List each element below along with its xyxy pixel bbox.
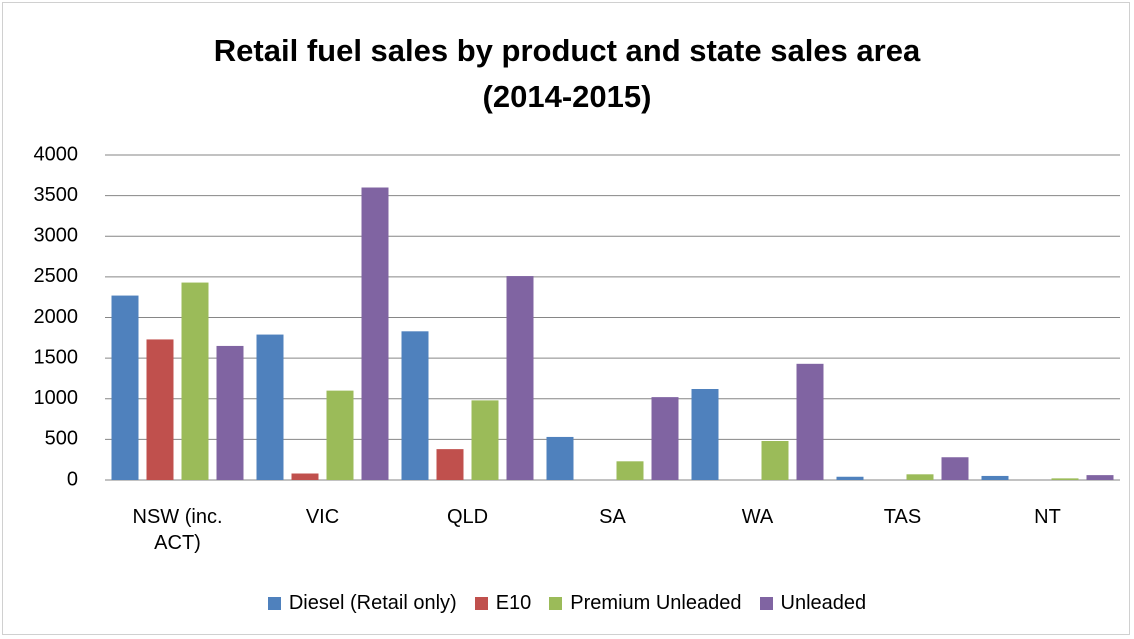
- legend: Diesel (Retail only) E10 Premium Unleaded U…: [0, 592, 1134, 615]
- legend-item: Diesel (Retail only): [267, 592, 457, 615]
- y-tick-label: 4000: [34, 143, 79, 165]
- y-tick-label: 2500: [34, 265, 79, 287]
- x-tick-label: NT: [1034, 506, 1061, 528]
- bar: [836, 476, 864, 480]
- y-tick-label: 3500: [34, 184, 79, 206]
- bar: [256, 334, 284, 480]
- legend-label: E10: [495, 592, 532, 614]
- x-tick-label: NSW (inc. ACT): [132, 506, 223, 554]
- legend-label: Premium Unleaded: [570, 592, 742, 614]
- bar: [471, 400, 499, 480]
- y-tick-label: 1500: [34, 346, 79, 368]
- y-tick-label: 500: [45, 428, 78, 450]
- bar: [506, 276, 534, 480]
- y-tick-label: 3000: [34, 225, 79, 247]
- x-tick-label: TAS: [883, 506, 922, 528]
- bar: [326, 390, 354, 480]
- legend-item: Unleaded: [759, 592, 867, 615]
- bar: [691, 389, 719, 480]
- bar: [1051, 478, 1079, 480]
- x-tick-label: VIC: [305, 506, 340, 528]
- bar: [906, 474, 934, 480]
- bar: [546, 436, 574, 480]
- bar: [941, 457, 969, 480]
- x-tick-label: WA: [741, 506, 774, 528]
- chart-title: Retail fuel sales by product and state s…: [213, 33, 921, 114]
- bar: [181, 282, 209, 480]
- bar: [401, 331, 429, 480]
- x-tick-label: QLD: [446, 506, 489, 528]
- legend-item: E10: [474, 592, 532, 615]
- legend-label: Unleaded: [780, 592, 867, 614]
- x-tick-label: SA: [599, 506, 626, 528]
- bar: [616, 461, 644, 480]
- legend-swatch: [267, 597, 281, 610]
- bar: [651, 397, 679, 480]
- bar: [1086, 475, 1114, 480]
- bar: [111, 295, 139, 480]
- bar: [761, 441, 789, 480]
- bar: [981, 475, 1009, 480]
- legend-swatch: [549, 597, 563, 610]
- legend-item: Premium Unleaded: [549, 592, 742, 615]
- bar: [216, 345, 244, 480]
- legend-swatch: [759, 597, 773, 610]
- bar: [436, 449, 464, 480]
- legend-label: Diesel (Retail only): [288, 592, 457, 614]
- bar: [291, 473, 319, 480]
- bar: [796, 363, 824, 480]
- y-tick-label: 2000: [34, 306, 79, 328]
- bar: [361, 187, 389, 480]
- y-tick-label: 1000: [34, 387, 79, 409]
- bar: [146, 339, 174, 480]
- legend-swatch: [474, 597, 488, 610]
- y-tick-label: 0: [67, 468, 78, 490]
